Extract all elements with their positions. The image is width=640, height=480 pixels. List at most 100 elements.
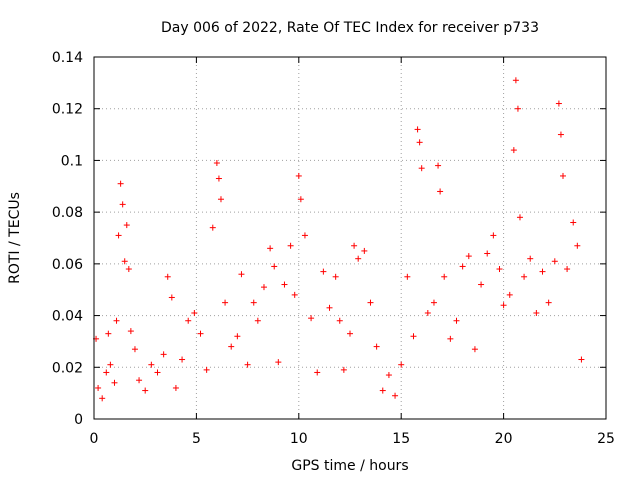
data-point	[154, 369, 161, 376]
data-point	[392, 392, 399, 399]
data-point	[506, 291, 513, 298]
data-point	[414, 126, 421, 133]
data-point	[447, 335, 454, 342]
data-point	[332, 273, 339, 280]
data-point	[490, 232, 497, 239]
data-point	[115, 232, 122, 239]
data-point	[435, 162, 442, 169]
data-point	[545, 299, 552, 306]
x-axis-title: GPS time / hours	[291, 458, 408, 474]
data-point	[465, 253, 472, 260]
data-point	[103, 369, 110, 376]
data-point	[555, 100, 562, 107]
y-axis-title: ROTI / TECUs	[7, 192, 23, 284]
data-point	[478, 281, 485, 288]
data-point	[336, 317, 343, 324]
data-point	[418, 165, 425, 172]
data-point	[105, 330, 112, 337]
x-tick-label: 15	[392, 431, 410, 447]
x-tick-label: 10	[290, 431, 308, 447]
data-point	[373, 343, 380, 350]
data-point	[222, 299, 229, 306]
x-tick-label: 20	[495, 431, 513, 447]
data-point	[125, 266, 132, 273]
data-point	[160, 351, 167, 358]
data-point	[275, 359, 282, 366]
x-tick-label: 5	[192, 431, 201, 447]
data-point	[254, 317, 261, 324]
data-point	[185, 317, 192, 324]
data-point	[281, 281, 288, 288]
data-point	[136, 377, 143, 384]
data-point	[314, 369, 321, 376]
y-tick-label: 0.12	[52, 102, 83, 118]
data-point	[347, 330, 353, 337]
data-point	[213, 160, 220, 167]
data-point	[119, 201, 126, 208]
data-point	[297, 196, 304, 203]
y-tick-label: 0.06	[52, 257, 83, 273]
data-point	[340, 366, 347, 373]
data-point	[123, 222, 130, 229]
data-point	[437, 188, 444, 195]
y-tick-label: 0.08	[52, 205, 83, 221]
data-point	[539, 268, 546, 275]
data-point	[301, 232, 308, 239]
y-tick-labels: 0 0.02 0.04 0.06 0.08 0.1 0.12 0.14	[52, 50, 83, 428]
data-point	[191, 309, 198, 316]
data-point	[512, 77, 519, 84]
data-point	[127, 328, 134, 335]
y-tick-label: 0	[74, 412, 83, 428]
data-point	[459, 263, 466, 270]
data-point	[416, 139, 423, 146]
x-tick-label: 0	[90, 431, 99, 447]
data-point	[164, 273, 171, 280]
data-point	[404, 273, 411, 280]
y-tick-label: 0.04	[52, 309, 83, 325]
y-tick-label: 0.02	[52, 360, 83, 376]
data-point	[111, 379, 118, 386]
data-point	[168, 294, 175, 301]
data-point	[355, 255, 362, 262]
data-point	[570, 219, 577, 226]
data-point	[295, 172, 302, 179]
data-point	[238, 271, 245, 278]
data-point	[203, 366, 210, 373]
data-point	[215, 175, 222, 182]
data-point	[398, 361, 405, 368]
y-tick-label: 0.14	[52, 50, 83, 66]
data-point	[564, 266, 571, 273]
data-point	[107, 361, 114, 368]
data-point	[260, 284, 267, 291]
plot-area-border	[93, 56, 607, 420]
data-point	[533, 309, 540, 316]
data-point	[244, 361, 251, 368]
data-point	[578, 356, 585, 363]
data-point	[516, 214, 523, 221]
data-point	[113, 317, 120, 324]
data-point	[551, 258, 558, 265]
chart-title: Day 006 of 2022, Rate Of TEC Index for r…	[161, 20, 539, 36]
data-point	[267, 245, 274, 252]
data-point	[291, 291, 298, 298]
data-point	[510, 147, 517, 154]
data-point	[287, 242, 294, 249]
data-point	[271, 263, 278, 270]
data-point	[131, 346, 138, 353]
data-point	[121, 258, 128, 265]
data-point	[172, 384, 179, 391]
data-point	[99, 395, 106, 402]
data-point	[379, 387, 386, 394]
data-point	[228, 343, 235, 350]
data-point	[197, 330, 204, 337]
data-point	[117, 180, 124, 187]
data-point	[514, 105, 521, 112]
data-point	[484, 250, 491, 257]
data-point	[326, 304, 333, 311]
axis-ticks	[93, 56, 607, 420]
data-point	[320, 268, 327, 275]
y-tick-label: 0.1	[61, 153, 83, 169]
data-point	[424, 309, 431, 316]
